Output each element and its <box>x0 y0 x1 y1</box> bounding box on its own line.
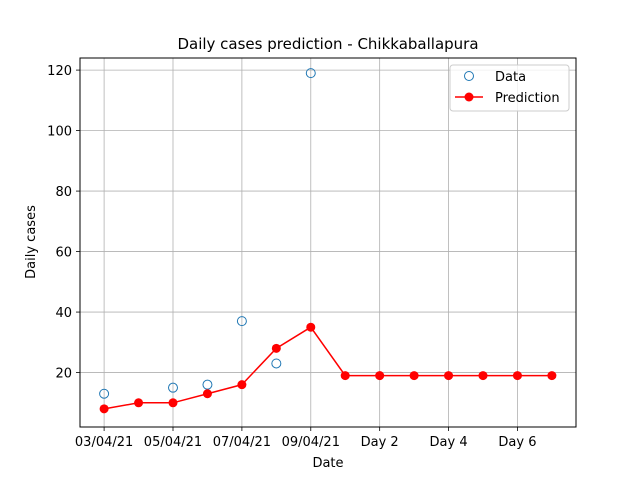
x-tick-label: 05/04/21 <box>144 435 202 450</box>
data-point <box>202 379 213 390</box>
prediction-point <box>409 371 419 381</box>
prediction-point <box>547 371 557 381</box>
legend-box <box>449 64 570 112</box>
prediction-point <box>444 371 454 381</box>
data-point <box>271 358 282 369</box>
x-tick-label: 03/04/21 <box>75 435 133 450</box>
prediction-point <box>271 343 281 353</box>
prediction-line <box>103 326 552 410</box>
y-tick-label: 120 <box>47 64 72 79</box>
prediction-point <box>375 371 385 381</box>
y-tick-label: 80 <box>55 185 72 200</box>
ticks: 03/04/21 05/04/21 07/04/21 09/04/21 Day 2 Day… <box>47 64 536 450</box>
x-axis-label: Date <box>312 456 343 471</box>
prediction-point <box>168 398 178 408</box>
data-point <box>305 68 316 79</box>
y-tick-label: 100 <box>47 125 72 140</box>
prediction-point <box>202 389 212 399</box>
x-tick-label: Day 4 <box>430 435 468 450</box>
y-tick-label: 60 <box>55 246 72 261</box>
plot-frame <box>79 57 577 428</box>
legend-data-marker <box>464 71 474 81</box>
chart-title: Daily cases prediction - Chikkaballapura <box>177 35 478 53</box>
prediction-point <box>478 371 488 381</box>
series-layer <box>99 68 557 414</box>
data-point <box>236 316 247 327</box>
x-tick-label: Day 6 <box>498 435 536 450</box>
grid <box>80 58 576 427</box>
prediction-point <box>134 398 144 408</box>
legend-data-label: Data <box>495 70 526 85</box>
x-tick-label: Day 2 <box>361 435 399 450</box>
legend: Data Prediction <box>449 64 570 112</box>
y-tick-label: 20 <box>55 367 72 382</box>
data-point <box>99 388 110 399</box>
legend-prediction-marker <box>464 92 474 102</box>
x-tick-label: 09/04/21 <box>282 435 340 450</box>
y-axis-label: Daily cases <box>24 205 39 279</box>
x-tick-label: 07/04/21 <box>213 435 271 450</box>
y-tick-label: 40 <box>55 306 72 321</box>
prediction-point <box>99 404 109 414</box>
prediction-point <box>306 322 316 332</box>
data-point <box>168 382 178 393</box>
legend-prediction-label: Prediction <box>495 91 560 106</box>
prediction-point <box>512 371 522 381</box>
prediction-point <box>237 380 247 390</box>
prediction-point <box>340 371 350 381</box>
